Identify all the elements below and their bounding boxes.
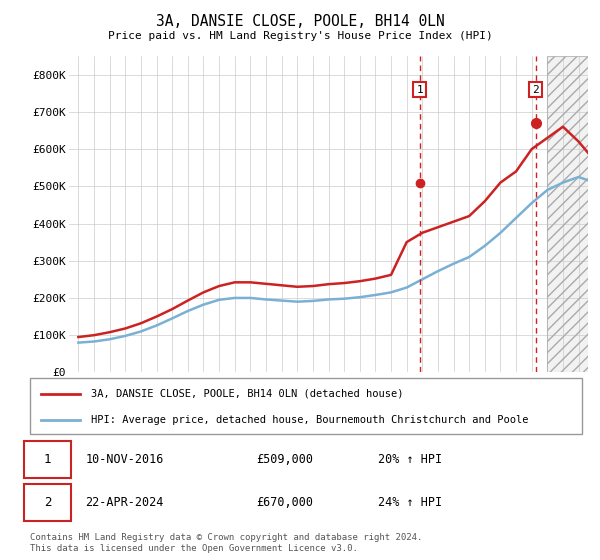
Text: 2: 2 — [44, 496, 52, 509]
FancyBboxPatch shape — [25, 441, 71, 478]
Text: 22-APR-2024: 22-APR-2024 — [85, 496, 164, 509]
Text: 10-NOV-2016: 10-NOV-2016 — [85, 454, 164, 466]
FancyBboxPatch shape — [30, 378, 582, 434]
FancyBboxPatch shape — [25, 484, 71, 521]
Bar — [547, 56, 588, 372]
Bar — [547, 56, 588, 372]
Text: 3A, DANSIE CLOSE, POOLE, BH14 0LN (detached house): 3A, DANSIE CLOSE, POOLE, BH14 0LN (detac… — [91, 389, 403, 399]
Text: Price paid vs. HM Land Registry's House Price Index (HPI): Price paid vs. HM Land Registry's House … — [107, 31, 493, 41]
Text: £670,000: £670,000 — [256, 496, 313, 509]
Text: 2: 2 — [532, 85, 539, 95]
Text: 1: 1 — [416, 85, 423, 95]
Text: 3A, DANSIE CLOSE, POOLE, BH14 0LN: 3A, DANSIE CLOSE, POOLE, BH14 0LN — [155, 14, 445, 29]
Text: HPI: Average price, detached house, Bournemouth Christchurch and Poole: HPI: Average price, detached house, Bour… — [91, 415, 528, 425]
Text: Contains HM Land Registry data © Crown copyright and database right 2024.
This d: Contains HM Land Registry data © Crown c… — [30, 533, 422, 553]
Text: 20% ↑ HPI: 20% ↑ HPI — [378, 454, 442, 466]
Text: 1: 1 — [44, 454, 52, 466]
Text: £509,000: £509,000 — [256, 454, 313, 466]
Text: 24% ↑ HPI: 24% ↑ HPI — [378, 496, 442, 509]
